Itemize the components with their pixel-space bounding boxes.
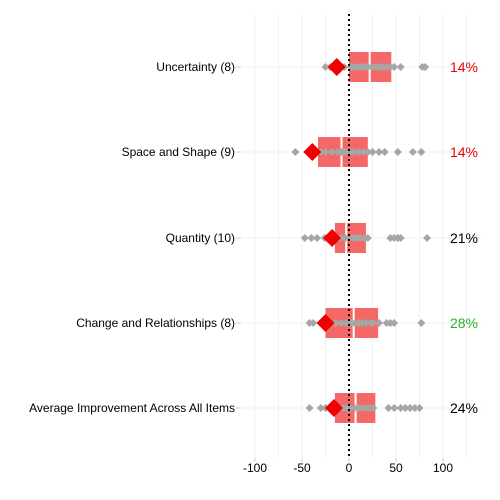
item-point (401, 404, 410, 412)
item-point (361, 319, 370, 327)
item-point (300, 234, 309, 242)
mean-marker (316, 314, 335, 332)
category-label: Average Improvement Across All Items (29, 401, 235, 415)
item-point (390, 63, 399, 71)
item-point (313, 234, 322, 242)
item-point (396, 63, 405, 71)
item-point (396, 404, 405, 412)
percentage-label: 28% (450, 315, 478, 331)
item-point (410, 404, 419, 412)
item-point (369, 404, 378, 412)
item-point (406, 404, 415, 412)
item-point (331, 319, 340, 327)
item-point (316, 404, 325, 412)
item-point (390, 319, 399, 327)
mean-marker (323, 229, 342, 247)
item-point (396, 234, 405, 242)
item-point (363, 148, 372, 156)
mean-marker (303, 143, 322, 161)
item-point (321, 148, 330, 156)
percentage-label: 14% (450, 59, 478, 75)
x-tick-label: 0 (346, 461, 353, 475)
item-point (321, 63, 330, 71)
item-point (337, 319, 346, 327)
item-point (417, 319, 426, 327)
item-point (305, 404, 314, 412)
mean-marker (324, 399, 343, 417)
x-tick-label: 50 (389, 461, 403, 475)
item-point (307, 234, 316, 242)
item-point (359, 148, 368, 156)
percentage-label: 24% (450, 400, 478, 416)
item-point (363, 234, 372, 242)
item-point (369, 319, 378, 327)
item-point (408, 148, 417, 156)
item-point (417, 148, 426, 156)
item-point (375, 319, 384, 327)
item-point (368, 148, 377, 156)
item-point (423, 234, 432, 242)
item-point (380, 148, 389, 156)
x-tick-label: -100 (243, 461, 267, 475)
item-point (375, 148, 384, 156)
item-point (309, 319, 318, 327)
item-point (390, 404, 399, 412)
item-point (349, 148, 358, 156)
category-label: Space and Shape (9) (122, 145, 235, 159)
x-tick-label: 100 (433, 461, 453, 475)
item-point (393, 148, 402, 156)
item-point (415, 404, 424, 412)
category-label: Quantity (10) (166, 231, 235, 245)
item-point (421, 63, 430, 71)
item-point (328, 148, 337, 156)
category-label: Change and Relationships (8) (76, 316, 235, 330)
item-point (291, 148, 300, 156)
x-tick-label: -50 (293, 461, 311, 475)
item-point (354, 148, 363, 156)
category-label: Uncertainty (8) (156, 60, 235, 74)
percentage-label: 14% (450, 144, 478, 160)
item-point (384, 404, 393, 412)
mean-marker (327, 58, 346, 76)
percentage-label: 21% (450, 230, 478, 246)
